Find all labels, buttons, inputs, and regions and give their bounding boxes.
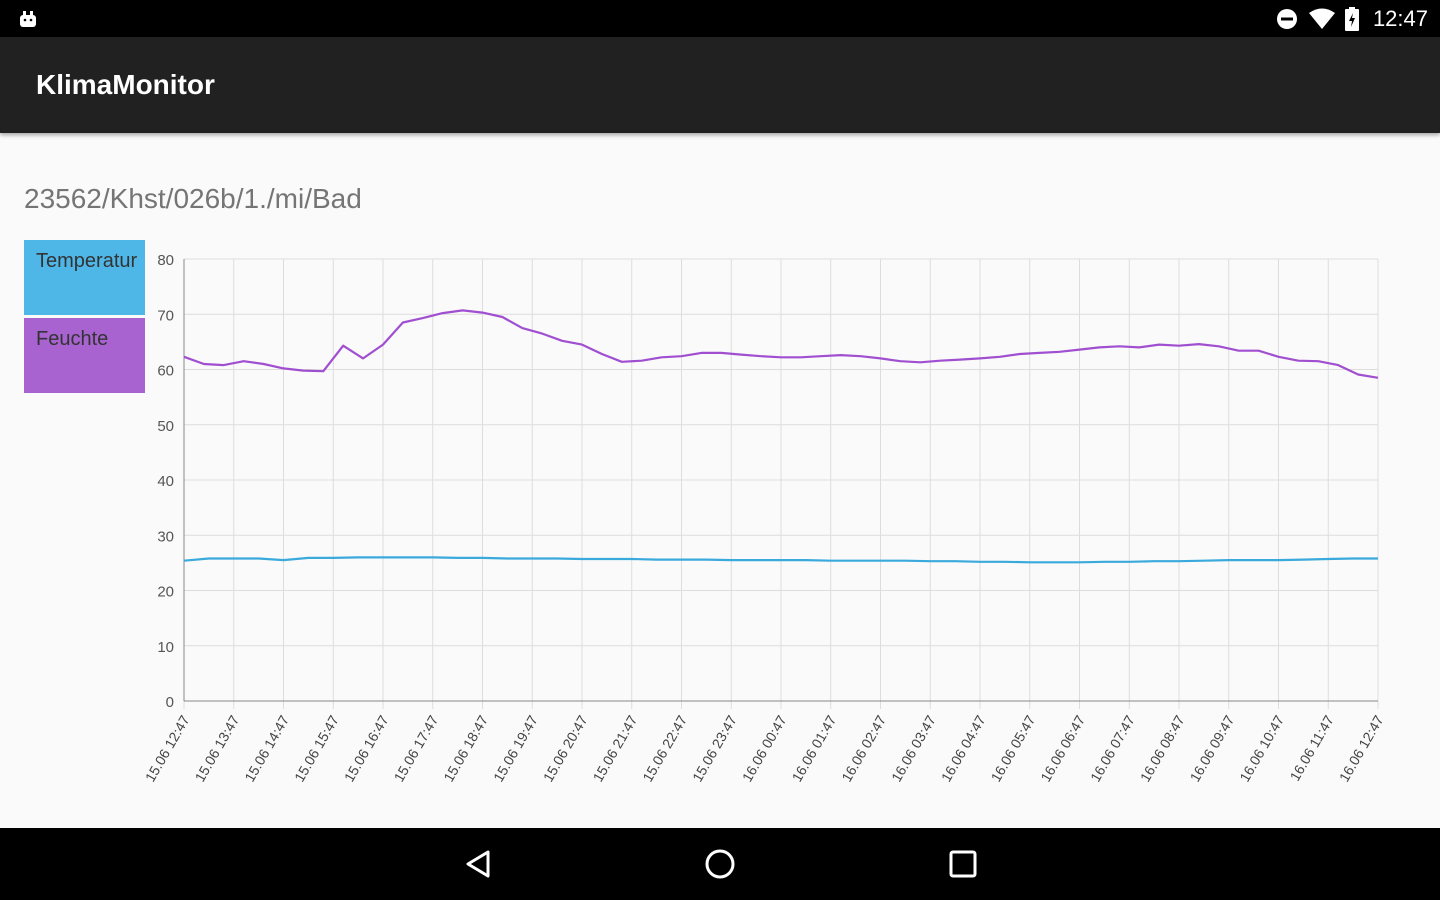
recents-icon[interactable] [945, 846, 981, 882]
x-tick-label: 15.06 17:47 [391, 712, 442, 784]
x-tick-label: 16.06 04:47 [938, 712, 989, 784]
x-tick-label: 15.06 23:47 [689, 712, 740, 784]
x-tick-label: 15.06 20:47 [540, 712, 591, 784]
series-line-feuchte [183, 309, 1379, 379]
y-tick-label: 30 [157, 528, 174, 545]
y-tick-label: 10 [157, 639, 174, 656]
x-tick-label: 15.06 21:47 [590, 712, 641, 784]
legend-label: Temperatur [36, 250, 138, 272]
x-tick-label: 16.06 06:47 [1037, 712, 1088, 784]
x-tick-label: 16.06 03:47 [888, 712, 939, 784]
app-title: KlimaMonitor [36, 69, 215, 100]
y-axis: 0 10 20 30 40 50 60 70 80 [157, 252, 174, 711]
x-tick-label: 16.06 07:47 [1087, 712, 1138, 784]
x-tick-label: 15.06 13:47 [192, 712, 243, 784]
x-tick-label: 16.06 12:47 [1336, 712, 1387, 784]
main-content: 0 10 20 30 40 50 60 70 80 15.06 12:47 15.06 13:47… [0, 133, 1440, 828]
app-bar: KlimaMonitor [0, 37, 1440, 133]
legend-item-temperatur[interactable]: Temperatur [24, 240, 145, 315]
x-tick-label: 16.06 09:47 [1187, 712, 1238, 784]
y-tick-label: 50 [157, 418, 174, 435]
status-bar: 12:47 [0, 0, 1440, 37]
x-tick-label: 16.06 05:47 [988, 712, 1039, 784]
x-tick-label: 16.06 02:47 [838, 712, 889, 784]
y-tick-label: 60 [157, 363, 174, 380]
x-tick-label: 15.06 16:47 [341, 712, 392, 784]
chart-series [183, 309, 1379, 564]
x-tick-label: 15.06 12:47 [142, 712, 193, 784]
back-icon[interactable] [460, 846, 496, 882]
wifi-icon [1308, 8, 1335, 29]
x-tick-label: 16.06 11:47 [1287, 712, 1337, 783]
series-line-temperatur [183, 556, 1378, 564]
do-not-disturb-icon [1276, 9, 1297, 29]
x-tick-label: 15.06 22:47 [639, 712, 690, 784]
x-tick-label: 15.06 14:47 [241, 712, 292, 784]
chart-legend: Temperatur Feuchte [24, 240, 145, 396]
legend-item-feuchte[interactable]: Feuchte [24, 318, 145, 393]
y-tick-label: 20 [157, 584, 174, 601]
y-tick-label: 80 [157, 252, 174, 269]
x-tick-label: 16.06 08:47 [1137, 712, 1188, 784]
status-time: 12:47 [1372, 6, 1428, 31]
y-tick-label: 70 [157, 307, 174, 324]
x-tick-label: 16.06 00:47 [739, 712, 790, 784]
y-tick-label: 40 [157, 473, 174, 490]
home-icon[interactable] [702, 846, 738, 882]
chart-grid [183, 258, 1379, 709]
x-tick-label: 15.06 15:47 [291, 712, 342, 784]
android-notification-icon [20, 11, 36, 27]
x-tick-label: 15.06 18:47 [440, 712, 491, 784]
sensor-path: 23562/Khst/026b/1./mi/Bad [24, 183, 362, 214]
legend-label: Feuchte [36, 328, 109, 350]
navigation-bar [0, 828, 1440, 900]
battery-icon [1344, 7, 1359, 31]
x-tick-label: 16.06 01:47 [789, 712, 840, 784]
x-tick-label: 15.06 19:47 [490, 712, 541, 784]
x-tick-label: 16.06 10:47 [1236, 712, 1287, 784]
y-tick-label: 0 [166, 694, 174, 711]
